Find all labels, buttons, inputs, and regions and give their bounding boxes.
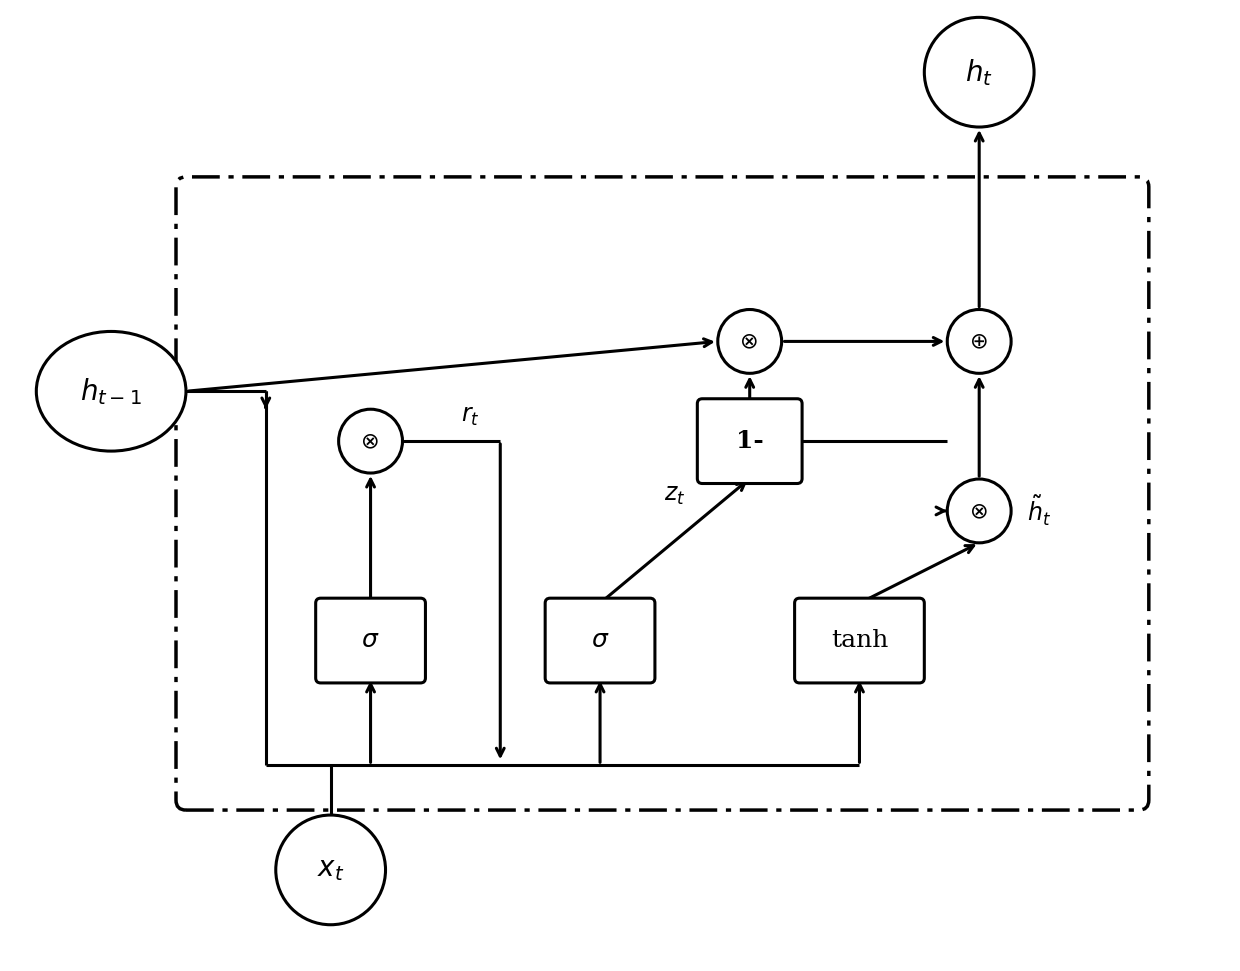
Text: $z_{t}$: $z_{t}$	[665, 485, 686, 508]
FancyBboxPatch shape	[546, 598, 655, 683]
Ellipse shape	[718, 310, 781, 373]
FancyBboxPatch shape	[795, 598, 924, 683]
FancyBboxPatch shape	[316, 598, 425, 683]
Text: 1-: 1-	[735, 429, 764, 453]
Ellipse shape	[275, 815, 386, 924]
Text: $\sigma$: $\sigma$	[590, 629, 609, 653]
Text: tanh: tanh	[831, 629, 888, 653]
Text: $h_{t}$: $h_{t}$	[965, 56, 993, 87]
Text: $\sigma$: $\sigma$	[361, 629, 379, 653]
Text: ⊗: ⊗	[361, 431, 379, 452]
FancyBboxPatch shape	[697, 399, 802, 484]
Text: $\tilde{h}_{t}$: $\tilde{h}_{t}$	[1027, 494, 1052, 528]
Text: ⊗: ⊗	[970, 501, 988, 520]
Text: ⊗: ⊗	[740, 331, 759, 352]
Ellipse shape	[36, 331, 186, 452]
Text: $r_{t}$: $r_{t}$	[461, 405, 480, 427]
Text: ⊕: ⊕	[970, 331, 988, 352]
Text: $h_{t-1}$: $h_{t-1}$	[81, 376, 141, 407]
Ellipse shape	[947, 310, 1011, 373]
Text: $x_{t}$: $x_{t}$	[317, 856, 345, 884]
Ellipse shape	[339, 409, 403, 473]
Ellipse shape	[947, 479, 1011, 543]
Ellipse shape	[924, 17, 1034, 127]
